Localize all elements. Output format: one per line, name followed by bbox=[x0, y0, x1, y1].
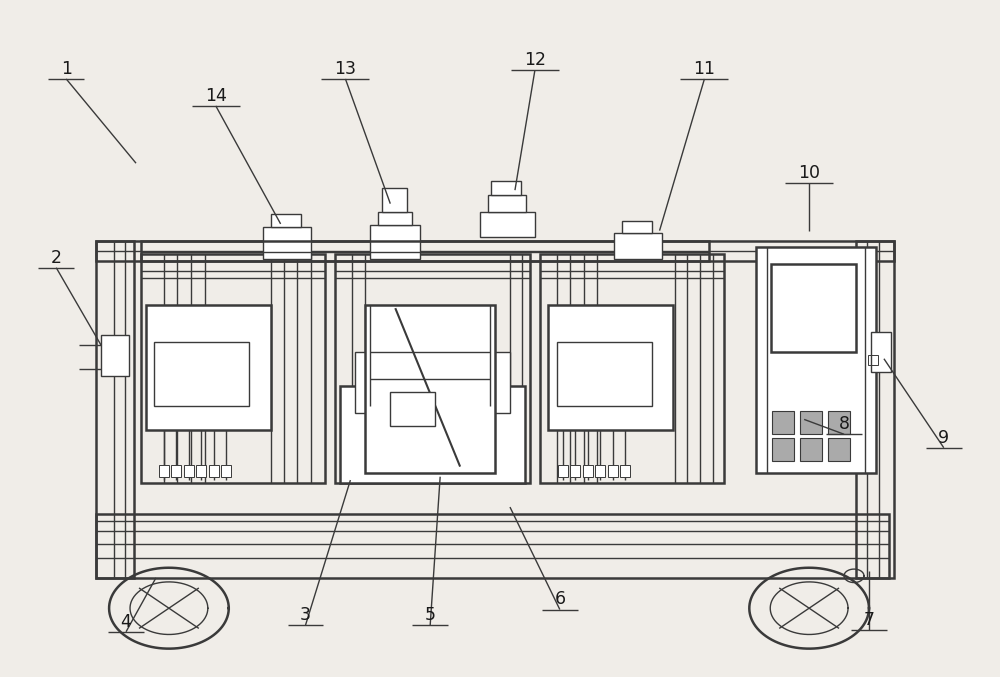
Bar bbox=[558, 464, 568, 477]
Bar bbox=[340, 386, 525, 483]
Text: 9: 9 bbox=[938, 429, 949, 447]
Bar bbox=[828, 438, 850, 461]
Bar bbox=[480, 212, 535, 238]
Bar bbox=[800, 412, 822, 434]
Bar bbox=[221, 464, 231, 477]
Text: 7: 7 bbox=[863, 611, 874, 629]
Bar bbox=[622, 221, 652, 234]
Bar bbox=[557, 342, 652, 406]
Bar bbox=[583, 464, 593, 477]
Text: 12: 12 bbox=[524, 51, 546, 69]
Bar bbox=[548, 305, 673, 429]
Bar bbox=[771, 264, 856, 352]
Text: 6: 6 bbox=[554, 590, 565, 609]
Bar bbox=[828, 412, 850, 434]
Text: 5: 5 bbox=[425, 606, 436, 624]
Text: 2: 2 bbox=[51, 248, 62, 267]
Text: 8: 8 bbox=[839, 415, 850, 433]
Text: 1: 1 bbox=[61, 60, 72, 78]
Bar bbox=[154, 342, 249, 406]
Bar bbox=[159, 464, 169, 477]
Bar bbox=[614, 234, 662, 259]
Text: 11: 11 bbox=[693, 60, 715, 78]
Bar bbox=[365, 305, 495, 473]
Bar bbox=[491, 181, 521, 195]
Text: 10: 10 bbox=[798, 165, 820, 182]
Bar bbox=[209, 464, 219, 477]
Bar bbox=[756, 248, 876, 473]
Bar bbox=[96, 514, 889, 578]
Bar bbox=[772, 438, 794, 461]
Text: 4: 4 bbox=[121, 613, 131, 631]
Bar bbox=[390, 393, 435, 426]
Bar bbox=[263, 227, 311, 259]
Bar bbox=[800, 438, 822, 461]
Bar bbox=[271, 215, 301, 227]
Bar bbox=[141, 241, 709, 261]
Bar bbox=[608, 464, 618, 477]
Text: 3: 3 bbox=[300, 606, 311, 624]
Bar bbox=[335, 255, 530, 483]
Bar bbox=[871, 332, 891, 372]
Bar bbox=[355, 352, 510, 413]
Bar bbox=[540, 255, 724, 483]
Bar bbox=[171, 464, 181, 477]
Bar bbox=[196, 464, 206, 477]
Text: 14: 14 bbox=[205, 87, 227, 105]
Bar bbox=[772, 412, 794, 434]
Bar bbox=[856, 241, 894, 578]
Bar bbox=[184, 464, 194, 477]
Bar bbox=[96, 241, 134, 578]
Bar bbox=[101, 335, 129, 376]
Bar bbox=[141, 255, 325, 483]
Text: 13: 13 bbox=[334, 60, 356, 78]
Bar bbox=[382, 188, 407, 212]
Bar bbox=[370, 225, 420, 259]
Bar bbox=[378, 212, 412, 225]
Bar bbox=[570, 464, 580, 477]
Bar bbox=[620, 464, 630, 477]
Bar bbox=[146, 305, 271, 429]
Bar bbox=[595, 464, 605, 477]
Bar bbox=[96, 241, 894, 261]
Bar bbox=[488, 195, 526, 212]
Bar bbox=[868, 355, 878, 366]
